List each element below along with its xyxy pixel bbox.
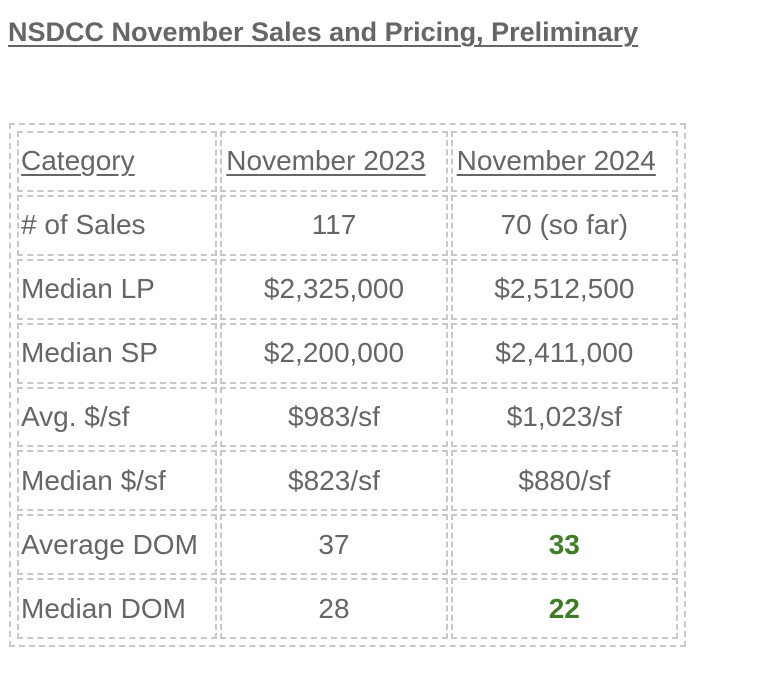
table-row-median-sp: Median SP $2,200,000 $2,411,000 [17, 322, 678, 384]
value-2023: 117 [220, 194, 448, 256]
row-label: # of Sales [17, 194, 218, 256]
row-label: Median DOM [17, 578, 218, 639]
value-2024: $880/sf [450, 450, 678, 512]
value-2023: 28 [220, 578, 448, 639]
page-title: NSDCC November Sales and Pricing, Prelim… [8, 17, 639, 47]
value-2023: $823/sf [220, 450, 448, 512]
table-row-avg-psf: Avg. $/sf $983/sf $1,023/sf [17, 386, 678, 448]
header-november-2023: November 2023 [220, 131, 448, 192]
value-2023: $983/sf [220, 386, 448, 448]
row-label: Average DOM [17, 514, 218, 576]
sales-table: Category November 2023 November 2024 # o… [9, 123, 686, 647]
table-row-median-lp: Median LP $2,325,000 $2,512,500 [17, 258, 678, 320]
row-label: Median $/sf [17, 450, 218, 512]
header-category: Category [17, 131, 218, 192]
table-header-row: Category November 2023 November 2024 [17, 131, 678, 192]
table-row-average-dom: Average DOM 37 33 [17, 514, 678, 576]
row-label: Median LP [17, 258, 218, 320]
row-label: Median SP [17, 322, 218, 384]
value-2024: $2,411,000 [450, 322, 678, 384]
header-november-2024: November 2024 [450, 131, 678, 192]
table-row-sales: # of Sales 117 70 (so far) [17, 194, 678, 256]
value-2023: 37 [220, 514, 448, 576]
value-2023: $2,200,000 [220, 322, 448, 384]
value-2024: 70 (so far) [450, 194, 678, 256]
value-2023: $2,325,000 [220, 258, 448, 320]
table-row-median-dom: Median DOM 28 22 [17, 578, 678, 639]
value-2024: $2,512,500 [450, 258, 678, 320]
value-2024-highlight: 33 [450, 514, 678, 576]
table-row-median-psf: Median $/sf $823/sf $880/sf [17, 450, 678, 512]
value-2024-highlight: 22 [450, 578, 678, 639]
value-2024: $1,023/sf [450, 386, 678, 448]
row-label: Avg. $/sf [17, 386, 218, 448]
